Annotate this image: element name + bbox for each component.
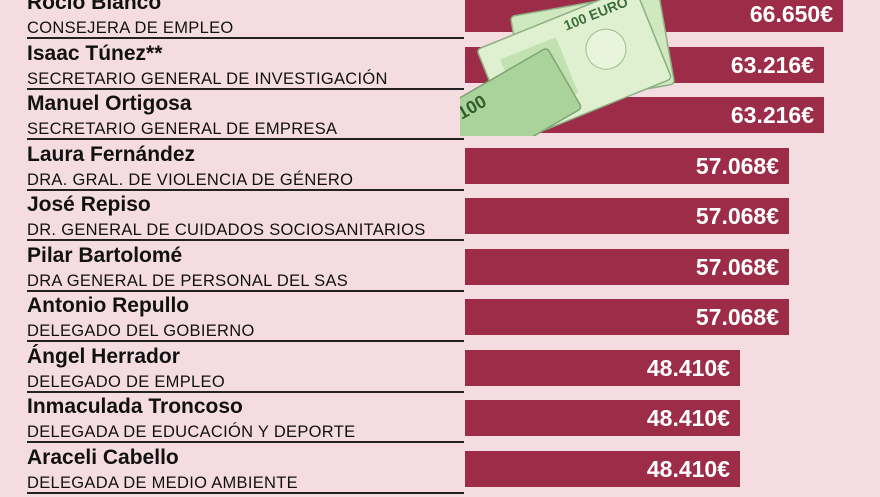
person-name: Ángel Herrador (27, 344, 180, 368)
row-divider (27, 188, 464, 191)
table-row: Manuel Ortigosa SECRETARIO GENERAL DE EMP… (0, 93, 880, 143)
salary-value-label: 63.216€ (730, 51, 814, 78)
position-title: DELEGADA DE MEDIO AMBIENTE (27, 473, 298, 492)
position-title: DELEGADA DE EDUCACIÓN Y DEPORTE (27, 423, 356, 441)
person-name: Antonio Repullo (27, 294, 190, 317)
person-name: Isaac Túnez** (27, 41, 163, 65)
row-divider (27, 340, 464, 342)
table-row: Laura Fernández DRA. GRAL. DE VIOLENCIA D… (0, 142, 880, 194)
person-name: Laura Fernández (27, 142, 196, 166)
salary-bar: 48.410€ (465, 400, 740, 436)
salary-bar: 48.410€ (465, 349, 740, 386)
person-name: Pilar Bartolomé (27, 243, 183, 267)
table-row: Isaac Túnez** SECRETARIO GENERAL DE INVES… (0, 41, 880, 93)
salary-bar: 57.068€ (465, 198, 789, 234)
salary-value-label: 63.216€ (730, 102, 814, 128)
row-divider (27, 239, 464, 241)
salary-value-label: 48.410€ (646, 354, 730, 381)
table-row: José Repiso DR. GENERAL DE CUIDADOS SOCIO… (0, 194, 880, 244)
salary-bar: 57.068€ (465, 147, 789, 184)
person-name: Inmaculada Troncoso (27, 395, 243, 418)
euro-banknotes-icon: 100 EURO 100 (460, 0, 675, 136)
salary-value-label: 57.068€ (695, 203, 779, 229)
table-row: Rocío Blanco CONSEJERA DE EMPLEO 66.650€ (0, 0, 880, 42)
position-title: SECRETARIO GENERAL DE INVESTIGACIÓN (27, 69, 388, 88)
salary-value-label: 57.068€ (695, 253, 779, 280)
position-title: SECRETARIO GENERAL DE EMPRESA (27, 120, 338, 138)
position-title: CONSEJERA DE EMPLEO (27, 19, 234, 37)
row-divider (27, 138, 464, 140)
table-row: Antonio Repullo DELEGADO DEL GOBIERNO 57.0… (0, 295, 880, 345)
salary-value-label: 48.410€ (646, 455, 730, 482)
salary-bar: 57.068€ (465, 248, 789, 285)
position-title: DELEGADO DEL GOBIERNO (27, 322, 255, 340)
person-name: José Repiso (27, 193, 151, 216)
salary-value-label: 66.650€ (749, 1, 833, 27)
table-row: Araceli Cabello DELEGADA DE MEDIO AMBIENT… (0, 445, 880, 497)
person-name: Araceli Cabello (27, 445, 179, 469)
row-divider (27, 289, 464, 292)
row-divider (27, 491, 464, 494)
salary-bar: 48.410€ (465, 450, 740, 487)
table-row: Pilar Bartolomé DRA GENERAL DE PERSONAL D… (0, 243, 880, 295)
salary-bar: 57.068€ (465, 299, 789, 335)
salary-value-label: 48.410€ (646, 405, 730, 431)
person-name: Manuel Ortigosa (27, 92, 192, 115)
person-name: Rocío Blanco (27, 0, 162, 14)
position-title: DELEGADO DE EMPLEO (27, 372, 225, 391)
table-row: Ángel Herrador DELEGADO DE EMPLEO 48.410€ (0, 344, 880, 396)
position-title: DR. GENERAL DE CUIDADOS SOCIOSANITARIOS (27, 221, 426, 239)
salary-value-label: 57.068€ (695, 304, 779, 330)
salary-value-label: 57.068€ (695, 152, 779, 179)
row-divider (27, 441, 464, 443)
row-divider (27, 37, 464, 39)
position-title: DRA GENERAL DE PERSONAL DEL SAS (27, 271, 349, 290)
row-divider (27, 87, 464, 90)
table-row: Inmaculada Troncoso DELEGADA DE EDUCACIÓN… (0, 396, 880, 446)
row-divider (27, 390, 464, 393)
position-title: DRA. GRAL. DE VIOLENCIA DE GÉNERO (27, 170, 354, 189)
